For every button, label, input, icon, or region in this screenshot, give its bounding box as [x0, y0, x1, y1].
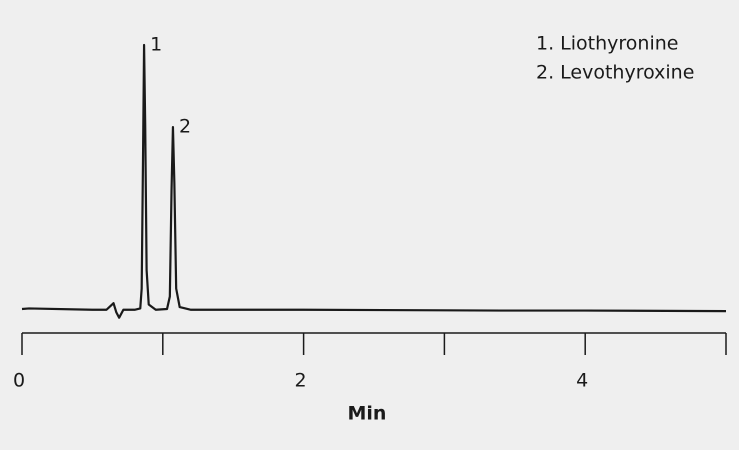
- legend-entry: 2. Levothyroxine: [536, 62, 694, 84]
- x-tick-label: 0: [13, 370, 25, 392]
- chromatogram-line: [21, 43, 727, 319]
- x-tick-label: 2: [295, 370, 307, 392]
- x-axis-label: Min: [348, 403, 387, 425]
- x-tick-label: 4: [576, 370, 588, 392]
- legend-entry: 1. Liothyronine: [536, 33, 678, 55]
- peak-label: 2: [179, 116, 191, 138]
- peak-label: 1: [150, 34, 162, 56]
